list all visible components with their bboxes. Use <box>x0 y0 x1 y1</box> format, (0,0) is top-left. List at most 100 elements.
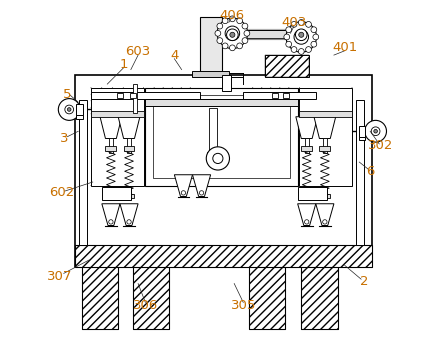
Circle shape <box>229 45 235 51</box>
Text: 302: 302 <box>369 139 394 152</box>
Polygon shape <box>102 204 120 226</box>
Bar <box>105 194 117 198</box>
Bar <box>91 111 144 117</box>
Circle shape <box>225 26 240 40</box>
Circle shape <box>181 191 186 195</box>
Bar <box>124 194 135 198</box>
Circle shape <box>244 31 250 36</box>
Circle shape <box>237 18 242 24</box>
Circle shape <box>374 130 377 133</box>
Bar <box>77 104 83 115</box>
Circle shape <box>217 23 223 29</box>
Circle shape <box>294 30 308 44</box>
Polygon shape <box>314 117 336 138</box>
Bar <box>265 55 308 77</box>
Circle shape <box>291 47 297 52</box>
Text: 306: 306 <box>133 299 158 312</box>
Bar <box>130 93 136 98</box>
Bar <box>91 88 144 186</box>
Bar <box>358 126 365 136</box>
Bar <box>207 152 218 157</box>
Bar <box>82 265 118 329</box>
Bar <box>301 194 312 198</box>
Bar <box>249 265 285 329</box>
Text: 305: 305 <box>230 299 256 312</box>
Bar <box>305 138 308 153</box>
Polygon shape <box>193 175 210 197</box>
Bar <box>298 187 326 200</box>
Text: 3: 3 <box>59 132 68 145</box>
Bar <box>127 138 131 153</box>
Bar <box>272 93 278 98</box>
Bar <box>79 100 87 245</box>
Bar <box>102 187 131 200</box>
Bar <box>152 95 291 178</box>
Bar <box>74 75 372 267</box>
Circle shape <box>222 18 228 24</box>
Bar <box>356 100 364 245</box>
Polygon shape <box>296 117 318 138</box>
Circle shape <box>299 20 304 25</box>
Circle shape <box>284 34 290 40</box>
Circle shape <box>213 153 223 163</box>
Bar <box>319 146 330 151</box>
Bar <box>145 99 298 106</box>
Circle shape <box>306 21 311 27</box>
Bar <box>132 84 137 113</box>
Bar <box>323 138 326 153</box>
Circle shape <box>286 22 316 52</box>
Circle shape <box>67 108 71 111</box>
Polygon shape <box>120 204 138 226</box>
Circle shape <box>311 41 317 47</box>
Bar <box>109 138 113 153</box>
Circle shape <box>199 191 204 195</box>
Circle shape <box>229 16 235 22</box>
Circle shape <box>306 47 311 52</box>
Text: 6: 6 <box>366 165 374 178</box>
Text: 406: 406 <box>220 9 245 22</box>
Text: 401: 401 <box>332 41 358 54</box>
Text: 2: 2 <box>361 275 369 288</box>
Bar <box>193 71 229 77</box>
Polygon shape <box>118 117 140 138</box>
Text: 603: 603 <box>125 45 151 58</box>
Circle shape <box>226 29 238 40</box>
Text: 403: 403 <box>281 16 307 29</box>
Circle shape <box>311 27 317 33</box>
Bar <box>74 245 372 267</box>
Text: 307: 307 <box>47 270 73 283</box>
Bar <box>77 115 83 119</box>
Bar <box>283 93 289 98</box>
Circle shape <box>230 32 235 37</box>
Bar <box>117 93 123 98</box>
Bar <box>265 55 308 77</box>
Bar <box>222 75 230 91</box>
Circle shape <box>291 21 297 27</box>
Circle shape <box>217 18 248 48</box>
Circle shape <box>299 32 304 37</box>
Circle shape <box>242 23 248 29</box>
Polygon shape <box>100 117 122 138</box>
Circle shape <box>299 48 304 54</box>
Bar <box>358 136 365 140</box>
Text: 4: 4 <box>170 48 179 62</box>
Bar <box>105 146 117 151</box>
Bar <box>200 17 222 75</box>
Bar <box>319 194 330 198</box>
Bar <box>249 265 285 329</box>
Circle shape <box>313 34 319 40</box>
Circle shape <box>217 38 223 43</box>
Circle shape <box>371 127 380 135</box>
Circle shape <box>242 38 248 43</box>
Bar <box>209 108 217 155</box>
Bar <box>299 111 352 117</box>
Circle shape <box>215 31 221 36</box>
Text: 1: 1 <box>119 58 128 71</box>
Bar <box>301 146 312 151</box>
Circle shape <box>286 27 291 33</box>
Circle shape <box>323 220 327 224</box>
Circle shape <box>304 220 309 224</box>
Bar <box>145 88 298 186</box>
Text: 602: 602 <box>49 186 74 199</box>
Circle shape <box>295 29 307 40</box>
